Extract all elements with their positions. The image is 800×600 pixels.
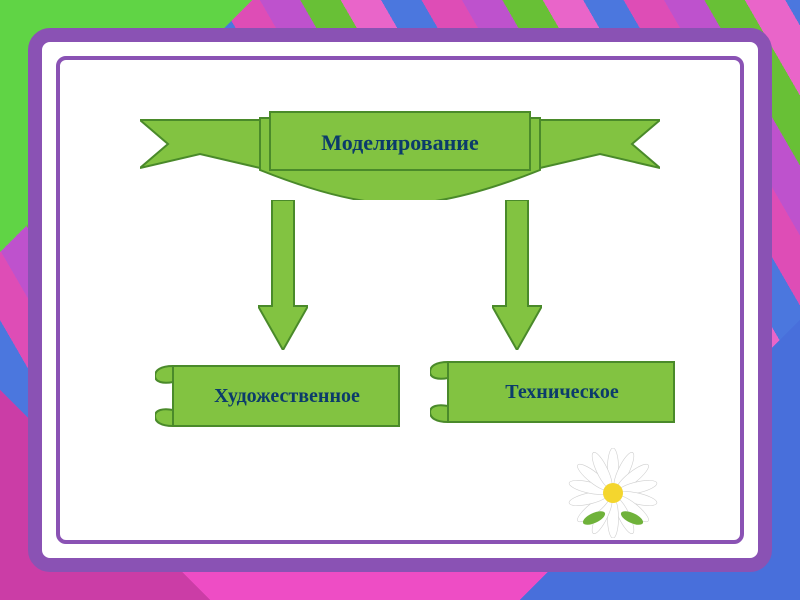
outer-frame: Моделирование Художествен	[28, 28, 772, 572]
daisy-flower-icon	[568, 448, 658, 538]
banner-ribbon: Моделирование	[140, 110, 660, 200]
arrow-right	[492, 200, 542, 350]
diagram-canvas: Моделирование Художествен	[60, 60, 740, 540]
inner-frame: Моделирование Художествен	[56, 56, 744, 544]
box-artistic: Художественное	[155, 360, 405, 432]
box-technical: Техническое	[430, 356, 680, 428]
arrow-left	[258, 200, 308, 350]
